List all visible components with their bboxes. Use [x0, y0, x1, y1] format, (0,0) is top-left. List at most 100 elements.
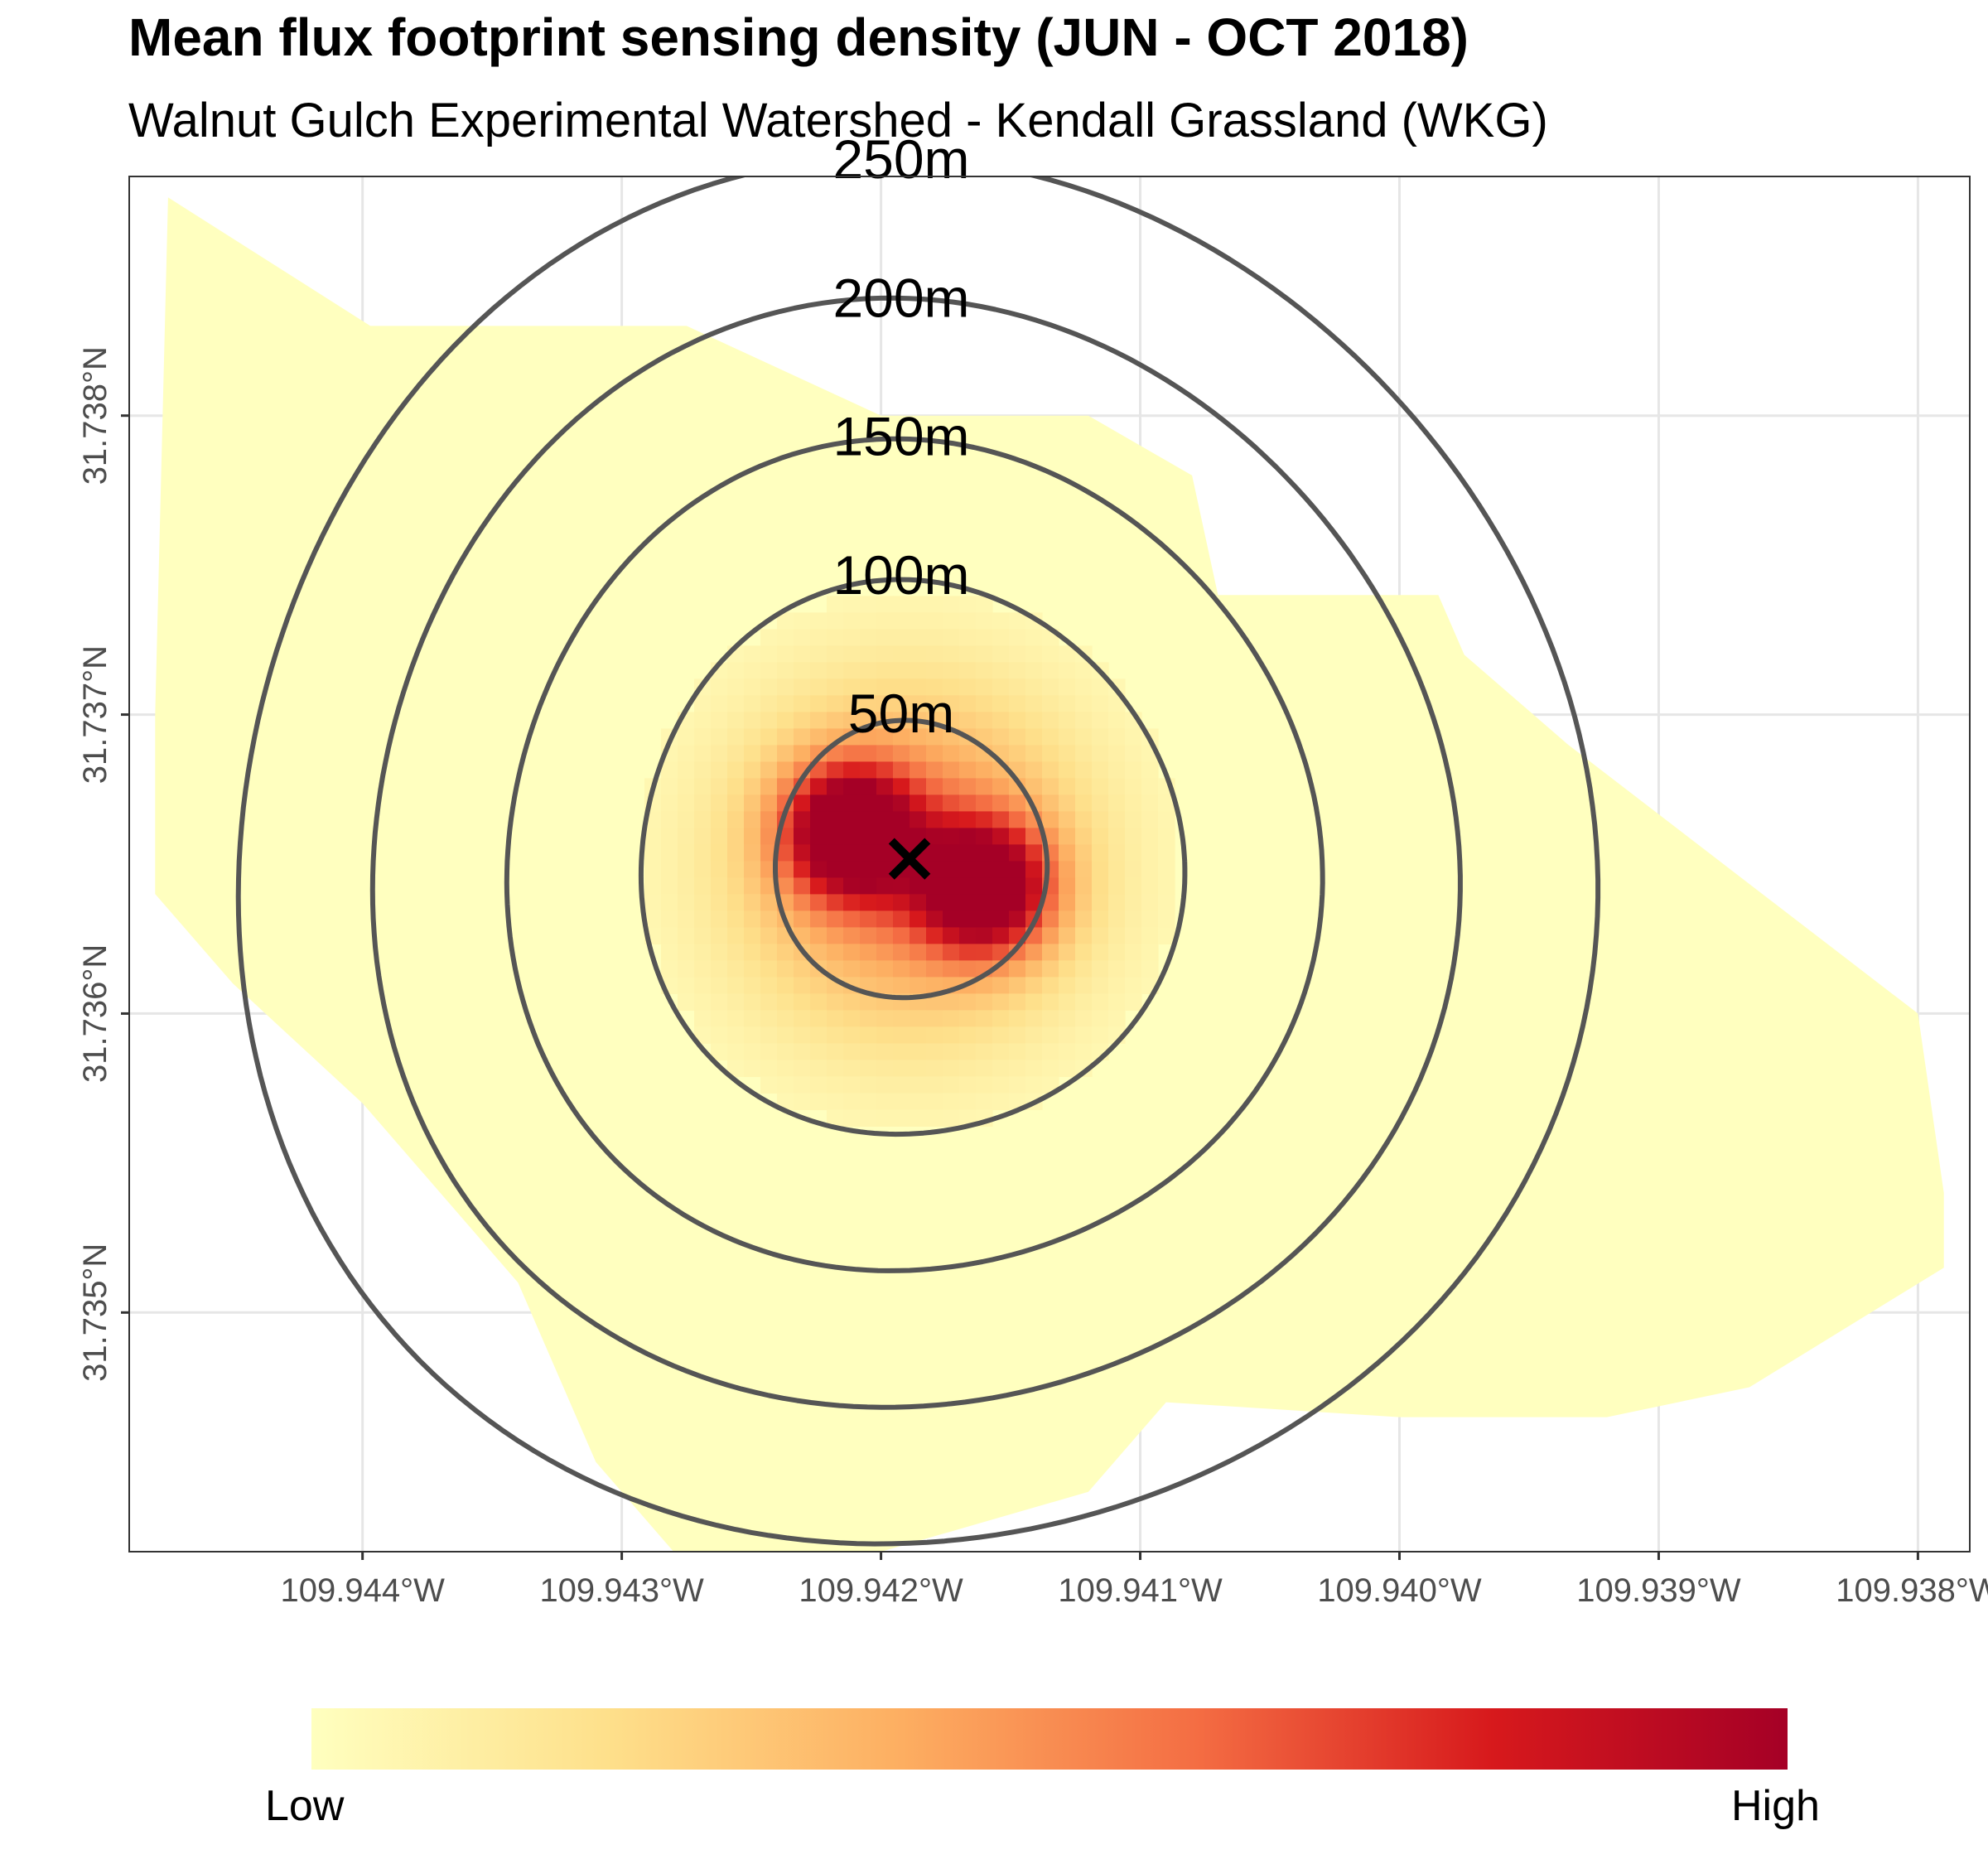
- density-cell: [1025, 761, 1043, 779]
- density-cell: [1125, 877, 1142, 895]
- density-cell: [794, 794, 811, 812]
- density-cell: [827, 695, 844, 712]
- density-cell: [843, 844, 861, 862]
- density-cell: [827, 1076, 844, 1094]
- density-cell: [860, 844, 877, 862]
- density-cell: [1025, 728, 1043, 746]
- density-cell: [678, 778, 695, 795]
- density-cell: [1075, 678, 1093, 696]
- density-cell: [926, 728, 943, 746]
- density-cell: [810, 944, 828, 961]
- density-cell: [843, 712, 861, 729]
- density-cell: [777, 695, 794, 712]
- density-cell: [794, 960, 811, 978]
- density-cell: [910, 1060, 927, 1077]
- density-cell: [992, 728, 1010, 746]
- contour-150m: [504, 436, 1325, 1273]
- density-cell: [1125, 993, 1142, 1011]
- density-cell: [827, 794, 844, 812]
- colorbar: [311, 1708, 1788, 1770]
- density-cell: [843, 596, 861, 613]
- density-cell: [1092, 1026, 1109, 1044]
- density-cell: [926, 927, 943, 944]
- density-cell: [1059, 778, 1076, 795]
- density-cell: [1158, 877, 1175, 895]
- density-cell: [1059, 1060, 1076, 1077]
- density-cell: [860, 811, 877, 828]
- density-cell: [1108, 828, 1126, 845]
- density-cell: [992, 977, 1010, 994]
- density-cell: [777, 778, 794, 795]
- density-cell: [644, 894, 662, 911]
- tower-marker: ×: [880, 815, 939, 898]
- density-cell: [760, 828, 778, 845]
- density-cell: [1108, 1010, 1126, 1027]
- tower-x-marker: ×: [880, 815, 939, 898]
- density-cell: [1108, 861, 1126, 878]
- contour-200m: [369, 295, 1463, 1410]
- density-cell: [943, 877, 960, 895]
- density-cell: [876, 596, 894, 613]
- chart-title: Mean flux footprint sensing density (JUN…: [128, 7, 1469, 67]
- density-cell: [727, 761, 745, 779]
- density-cell: [777, 960, 794, 978]
- density-cell: [860, 877, 877, 895]
- density-cell: [1125, 861, 1142, 878]
- density-cell: [976, 712, 993, 729]
- density-cell: [943, 1060, 960, 1077]
- density-cell: [943, 1076, 960, 1094]
- density-cell: [1042, 794, 1059, 812]
- density-cell: [976, 1010, 993, 1027]
- density-cell: [794, 1060, 811, 1077]
- density-cell: [810, 1060, 828, 1077]
- density-cell: [711, 728, 728, 746]
- density-cell: [694, 927, 712, 944]
- density-cell: [744, 993, 761, 1011]
- density-cell: [1141, 861, 1159, 878]
- density-cell: [827, 1026, 844, 1044]
- density-cell: [1042, 927, 1059, 944]
- density-cell: [910, 1010, 927, 1027]
- density-cell: [910, 778, 927, 795]
- density-cell: [711, 1043, 728, 1060]
- density-cell: [926, 1109, 943, 1127]
- density-cell: [843, 761, 861, 779]
- density-cell: [943, 662, 960, 679]
- density-cell: [810, 828, 828, 845]
- density-cell: [1075, 828, 1093, 845]
- density-cell: [1025, 877, 1043, 895]
- density-cell: [760, 1010, 778, 1027]
- density-cell: [694, 894, 712, 911]
- density-cell: [1075, 1043, 1093, 1060]
- density-cell: [893, 1043, 910, 1060]
- density-cell: [794, 877, 811, 895]
- density-cell: [992, 1010, 1010, 1027]
- density-cell: [827, 678, 844, 696]
- density-cell: [744, 944, 761, 961]
- density-cell: [744, 844, 761, 862]
- density-cell: [976, 596, 993, 613]
- density-cell: [760, 1043, 778, 1060]
- density-cell: [777, 629, 794, 646]
- density-cell: [843, 695, 861, 712]
- density-cell: [744, 910, 761, 928]
- density-cell: [794, 695, 811, 712]
- density-cell: [760, 794, 778, 812]
- density-cell: [926, 645, 943, 663]
- density-cell: [843, 828, 861, 845]
- density-cell: [860, 944, 877, 961]
- density-cell: [876, 695, 894, 712]
- density-cell: [1125, 910, 1142, 928]
- density-cell: [1059, 761, 1076, 779]
- density-cell: [876, 828, 894, 845]
- density-cell: [876, 629, 894, 646]
- density-cell: [810, 844, 828, 862]
- density-cell: [1075, 861, 1093, 878]
- density-cell: [760, 977, 778, 994]
- density-cell: [1025, 745, 1043, 762]
- density-cell: [827, 761, 844, 779]
- density-cell: [943, 844, 960, 862]
- density-cell: [1141, 828, 1159, 845]
- density-cell: [926, 629, 943, 646]
- density-cell: [1141, 794, 1159, 812]
